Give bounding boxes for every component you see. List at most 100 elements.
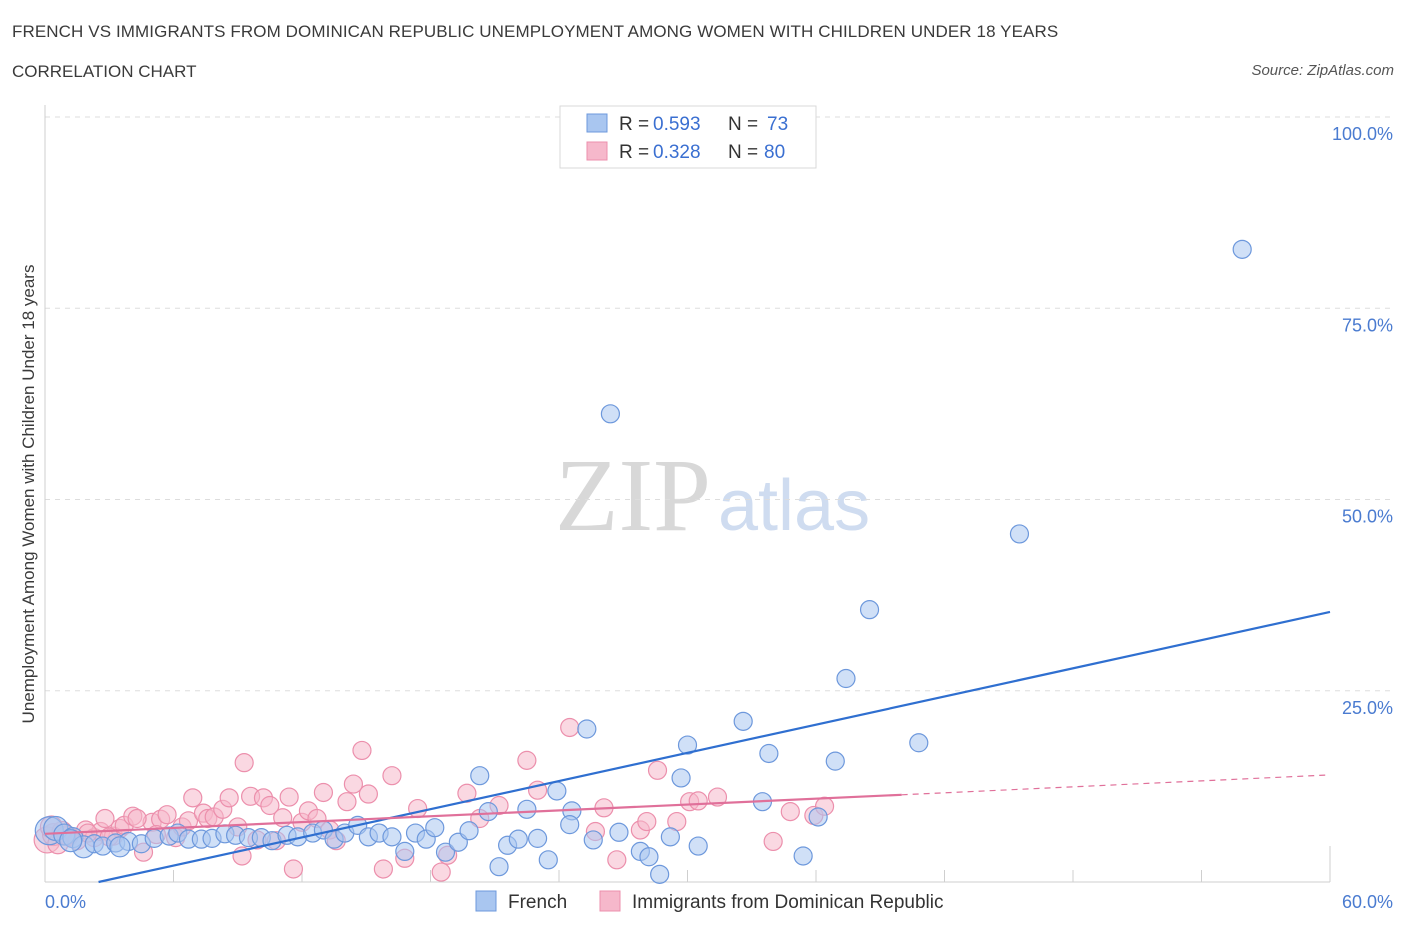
french-point [671, 768, 691, 788]
dominican-point [517, 750, 537, 770]
dominican-point [234, 753, 254, 773]
y-tick-label: 75.0% [1342, 315, 1393, 335]
legend-r-label-dominican: R = [619, 142, 649, 163]
french-point [395, 841, 415, 862]
dominican-point [431, 862, 451, 882]
dominican-point [382, 766, 402, 786]
dominican-point [763, 831, 783, 852]
french-point [688, 836, 708, 856]
dominican-point [219, 788, 239, 808]
french-point [759, 743, 779, 764]
french-point [382, 827, 402, 847]
french-point [793, 846, 813, 866]
french-point [1009, 524, 1030, 544]
french-point [600, 404, 621, 424]
french-point [109, 836, 131, 858]
dominican-point [337, 792, 357, 812]
y-tick-labels: 100.0% 75.0% 50.0% 25.0% [1332, 124, 1393, 718]
dominican-point [688, 791, 708, 811]
french-point [677, 735, 698, 755]
chart-subtitle: CORRELATION CHART [12, 62, 197, 81]
french-point [836, 668, 856, 689]
french-point [527, 828, 548, 848]
y-tick-label: 50.0% [1342, 507, 1393, 527]
bottom-legend-label-french: French [508, 892, 567, 913]
y-tick-label: 25.0% [1342, 698, 1393, 718]
french-point [660, 827, 680, 847]
dominican-point [707, 787, 728, 807]
watermark-zip: ZIP [555, 438, 711, 553]
french-point [1232, 239, 1252, 259]
french-points [34, 239, 1252, 884]
legend-n-value-french: 73 [767, 114, 788, 135]
y-axis-title: Unemployment Among Women with Children U… [19, 265, 38, 724]
dominican-point [607, 850, 627, 870]
dominican-point [352, 740, 372, 761]
legend-r-value-dominican: 0.328 [653, 142, 701, 163]
dominican-trend-line [44, 793, 902, 835]
legend-r-value-french: 0.593 [653, 114, 701, 135]
dominican-point [358, 784, 378, 804]
dominican-point [279, 787, 299, 807]
dominican-point [647, 760, 668, 780]
legend-swatch-dominican [586, 141, 608, 161]
legend-r-label-french: R = [619, 114, 649, 135]
french-point [609, 822, 629, 842]
legend-n-label-french: N = [728, 114, 758, 135]
watermark-atlas: atlas [718, 466, 870, 546]
french-point [577, 719, 597, 739]
french-point [859, 600, 880, 620]
axes [44, 105, 1331, 883]
legend-swatch-french [586, 113, 608, 133]
french-point [470, 766, 490, 786]
french-point [825, 751, 845, 771]
french-point [639, 847, 659, 867]
bottom-legend-swatch-french [475, 890, 497, 912]
legend-n-value-dominican: 80 [764, 142, 785, 163]
french-point [538, 850, 558, 870]
bottom-legend: French Immigrants from Dominican Republi… [475, 890, 944, 913]
dominican-point [283, 859, 304, 879]
french-point [508, 829, 528, 849]
bottom-legend-swatch-dominican [599, 890, 621, 912]
dominican-point [260, 795, 280, 816]
dominican-point [373, 859, 393, 879]
dominican-point [343, 774, 363, 794]
french-point [489, 857, 509, 877]
french-point [650, 864, 670, 884]
dominican-point [637, 811, 657, 832]
french-point [547, 781, 567, 801]
legend-n-label-dominican: N = [728, 142, 758, 163]
dominican-point [408, 798, 428, 819]
french-point [733, 711, 753, 731]
chart-title: FRENCH VS IMMIGRANTS FROM DOMINICAN REPU… [12, 22, 1059, 41]
french-trend-line [98, 610, 1331, 884]
french-point [517, 799, 537, 819]
french-point [909, 733, 929, 753]
trend-lines [44, 610, 1331, 884]
dominican-point [157, 805, 177, 825]
french-point [560, 815, 580, 835]
bottom-legend-label-dominican: Immigrants from Dominican Republic [632, 892, 944, 913]
dominican-point [127, 808, 147, 829]
dominican-points [33, 717, 835, 882]
legend: R = 0.593 N = 73 R = 0.328 N = 80 [559, 105, 817, 169]
french-point [583, 830, 603, 850]
french-point [478, 802, 498, 822]
dominican-point [95, 808, 115, 829]
x-tick-label-min: 0.0% [45, 892, 86, 912]
dominican-point [560, 717, 580, 738]
french-point [459, 821, 479, 841]
dominican-point [313, 782, 334, 803]
french-point [425, 818, 445, 838]
dominican-point [780, 802, 800, 822]
y-tick-label: 100.0% [1332, 124, 1393, 144]
french-point [808, 807, 828, 827]
gridlines [45, 116, 1393, 692]
x-tick-label-max: 60.0% [1342, 892, 1393, 912]
french-point [435, 842, 456, 862]
dominican-point [183, 788, 203, 808]
dominican-trend-extension [901, 774, 1331, 796]
french-point [59, 829, 83, 853]
